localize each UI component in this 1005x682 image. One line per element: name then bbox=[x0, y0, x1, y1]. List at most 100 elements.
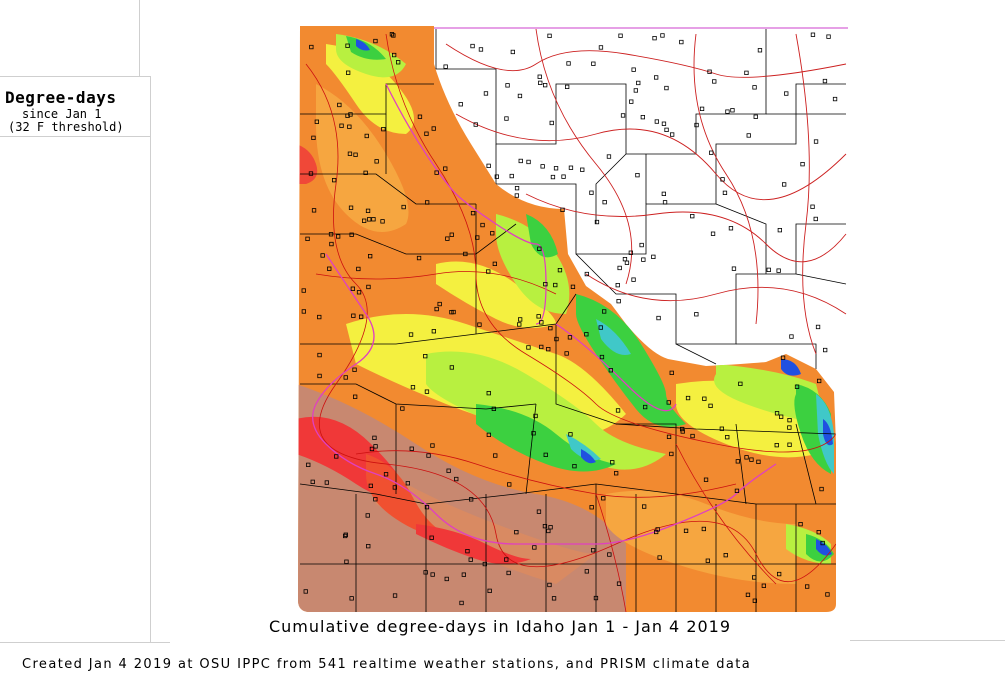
station-marker bbox=[410, 385, 416, 390]
station-marker bbox=[449, 309, 454, 315]
map-title: Cumulative degree-days in Idaho Jan 1 - … bbox=[268, 617, 732, 636]
station-marker bbox=[629, 99, 634, 104]
station-marker bbox=[542, 523, 548, 529]
station-marker bbox=[301, 288, 306, 293]
station-marker bbox=[618, 33, 623, 38]
station-marker bbox=[589, 505, 594, 510]
station-marker bbox=[589, 190, 594, 195]
station-marker bbox=[738, 381, 743, 387]
station-marker bbox=[533, 413, 538, 419]
station-marker bbox=[434, 306, 439, 312]
station-marker bbox=[610, 460, 615, 465]
station-marker bbox=[639, 242, 644, 248]
station-marker bbox=[309, 44, 314, 50]
station-marker bbox=[701, 526, 707, 532]
station-marker bbox=[400, 406, 405, 411]
station-marker bbox=[560, 207, 565, 213]
station-marker bbox=[728, 226, 734, 231]
station-marker bbox=[584, 569, 590, 574]
station-marker bbox=[794, 384, 800, 389]
station-marker bbox=[344, 559, 349, 564]
station-marker bbox=[352, 367, 357, 372]
station-marker bbox=[426, 453, 431, 458]
degree-day-raster bbox=[298, 26, 836, 612]
station-marker bbox=[752, 85, 757, 90]
station-marker bbox=[616, 581, 622, 586]
station-marker bbox=[423, 353, 428, 359]
station-marker bbox=[491, 406, 497, 412]
station-marker bbox=[392, 485, 397, 490]
station-marker bbox=[381, 127, 386, 132]
station-marker bbox=[776, 268, 781, 273]
station-marker bbox=[590, 548, 596, 553]
station-marker bbox=[337, 102, 342, 108]
station-marker bbox=[475, 235, 480, 240]
station-marker bbox=[690, 213, 695, 219]
station-marker bbox=[345, 113, 350, 118]
station-marker bbox=[477, 322, 482, 327]
station-marker bbox=[424, 389, 430, 394]
station-marker bbox=[343, 532, 348, 537]
station-marker bbox=[635, 172, 640, 178]
panel-divider-bottom-right bbox=[850, 640, 1005, 641]
station-marker bbox=[640, 115, 646, 120]
station-marker bbox=[517, 93, 523, 99]
station-marker bbox=[745, 592, 751, 597]
station-marker bbox=[431, 329, 437, 334]
station-marker bbox=[486, 269, 491, 274]
station-marker bbox=[685, 395, 691, 401]
station-marker bbox=[470, 43, 475, 49]
station-marker bbox=[694, 122, 699, 128]
station-marker bbox=[774, 442, 779, 448]
station-marker bbox=[787, 442, 792, 447]
station-marker bbox=[616, 298, 621, 304]
station-marker bbox=[547, 582, 552, 588]
station-marker bbox=[557, 267, 563, 273]
station-marker bbox=[816, 529, 821, 535]
station-marker bbox=[506, 570, 511, 576]
station-marker bbox=[787, 417, 792, 423]
station-marker bbox=[720, 177, 725, 182]
station-marker bbox=[591, 61, 596, 66]
station-marker bbox=[339, 123, 344, 128]
station-marker bbox=[553, 282, 558, 288]
station-marker bbox=[505, 83, 510, 88]
station-marker bbox=[424, 131, 429, 136]
station-marker bbox=[458, 102, 463, 107]
station-marker bbox=[314, 119, 320, 124]
station-marker bbox=[431, 126, 436, 131]
neighbor-roads bbox=[445, 28, 847, 355]
station-marker bbox=[548, 325, 553, 331]
station-marker bbox=[367, 217, 372, 222]
panel-divider-top bbox=[139, 0, 140, 76]
station-marker bbox=[417, 114, 423, 119]
station-marker bbox=[514, 193, 520, 198]
station-marker bbox=[478, 47, 484, 52]
station-marker bbox=[744, 455, 749, 460]
station-marker bbox=[332, 177, 337, 183]
station-marker bbox=[401, 204, 406, 210]
station-marker bbox=[653, 529, 659, 535]
station-marker bbox=[642, 404, 648, 410]
station-marker bbox=[443, 166, 448, 171]
station-marker bbox=[568, 165, 574, 170]
station-marker bbox=[536, 509, 542, 514]
station-marker bbox=[778, 414, 784, 419]
neighbor-county-lines bbox=[435, 29, 847, 369]
station-marker bbox=[725, 109, 730, 114]
station-marker bbox=[542, 83, 548, 88]
station-marker bbox=[364, 133, 369, 139]
station-marker bbox=[514, 529, 519, 535]
station-marker bbox=[761, 583, 767, 588]
station-marker bbox=[822, 78, 828, 84]
station-marker bbox=[391, 33, 396, 38]
station-marker bbox=[705, 558, 711, 563]
station-marker bbox=[306, 462, 311, 468]
station-marker bbox=[730, 108, 735, 113]
station-marker bbox=[305, 236, 310, 242]
station-marker bbox=[661, 121, 667, 126]
station-marker bbox=[317, 352, 322, 358]
station-marker bbox=[392, 593, 398, 598]
station-marker bbox=[349, 232, 354, 237]
station-marker bbox=[606, 154, 612, 159]
